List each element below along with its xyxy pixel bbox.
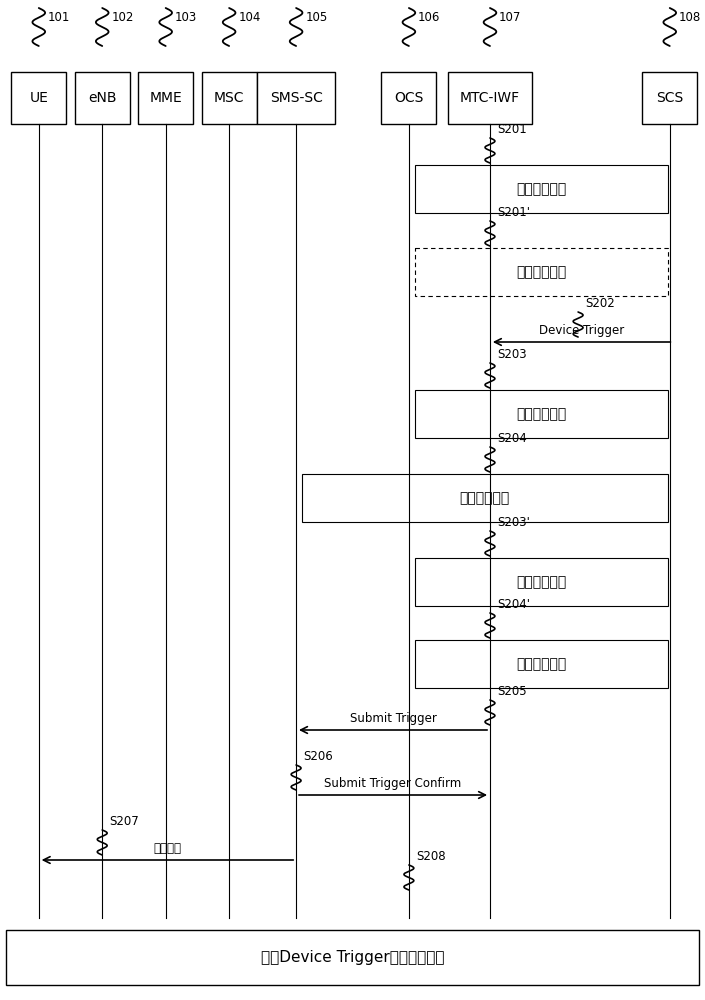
FancyBboxPatch shape <box>202 72 257 124</box>
Text: MTC-IWF: MTC-IWF <box>460 91 520 105</box>
Text: eNB: eNB <box>88 91 116 105</box>
Text: Submit Trigger Confirm: Submit Trigger Confirm <box>324 777 462 790</box>
Text: Device Trigger: Device Trigger <box>539 324 624 337</box>
Text: 配置计费策略: 配置计费策略 <box>516 182 566 196</box>
Text: S205: S205 <box>497 685 527 698</box>
Text: 105: 105 <box>305 11 328 24</box>
FancyBboxPatch shape <box>415 640 668 688</box>
FancyBboxPatch shape <box>138 72 193 124</box>
Text: SCS: SCS <box>656 91 683 105</box>
Text: 转发消息: 转发消息 <box>154 842 181 855</box>
FancyBboxPatch shape <box>11 72 66 124</box>
Text: S201: S201 <box>497 123 527 136</box>
Text: 107: 107 <box>499 11 522 24</box>
Text: MME: MME <box>149 91 182 105</box>
Text: MSC: MSC <box>214 91 245 105</box>
Text: 101: 101 <box>48 11 70 24</box>
Text: 确定路由策略: 确定路由策略 <box>516 575 566 589</box>
Text: 102: 102 <box>111 11 134 24</box>
Text: OCS: OCS <box>394 91 424 105</box>
Text: S203: S203 <box>497 348 527 361</box>
Text: 执行路由策略: 执行路由策略 <box>516 657 566 671</box>
FancyBboxPatch shape <box>381 72 436 124</box>
Text: 103: 103 <box>175 11 197 24</box>
FancyBboxPatch shape <box>257 72 335 124</box>
FancyBboxPatch shape <box>642 72 697 124</box>
Text: S204: S204 <box>497 432 527 445</box>
FancyBboxPatch shape <box>415 248 668 296</box>
FancyBboxPatch shape <box>6 930 699 985</box>
Text: Submit Trigger: Submit Trigger <box>350 712 436 725</box>
FancyBboxPatch shape <box>302 474 668 522</box>
FancyBboxPatch shape <box>448 72 532 124</box>
Text: S206: S206 <box>303 750 333 763</box>
Text: 108: 108 <box>679 11 701 24</box>
Text: S201': S201' <box>497 206 530 219</box>
Text: 配置路由策略: 配置路由策略 <box>516 265 566 279</box>
FancyBboxPatch shape <box>75 72 130 124</box>
Text: 确定计费策略: 确定计费策略 <box>516 407 566 421</box>
Text: S202: S202 <box>585 297 615 310</box>
FancyBboxPatch shape <box>415 165 668 213</box>
Text: S203': S203' <box>497 516 530 529</box>
Text: UE: UE <box>30 91 48 105</box>
Text: S208: S208 <box>416 850 446 863</box>
FancyBboxPatch shape <box>415 558 668 606</box>
Text: 根据Device Trigger采取相应动作: 根据Device Trigger采取相应动作 <box>261 950 444 965</box>
Text: S204': S204' <box>497 598 530 611</box>
Text: S207: S207 <box>109 815 139 828</box>
Text: 104: 104 <box>238 11 261 24</box>
Text: 执行计费策略: 执行计费策略 <box>460 491 510 505</box>
Text: 106: 106 <box>418 11 441 24</box>
Text: SMS-SC: SMS-SC <box>269 91 322 105</box>
FancyBboxPatch shape <box>415 390 668 438</box>
